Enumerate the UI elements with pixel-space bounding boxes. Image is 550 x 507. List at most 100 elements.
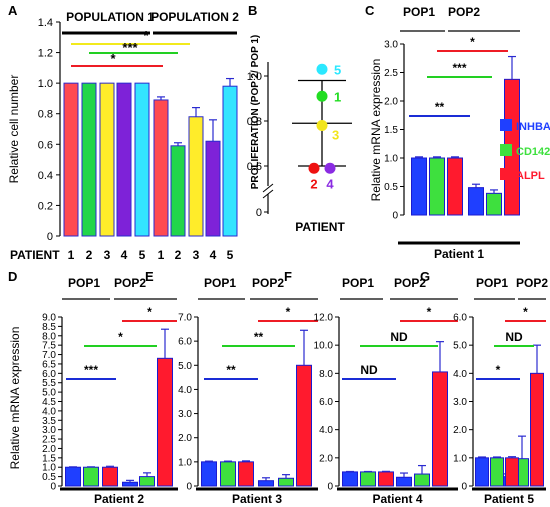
panel-g-group-label-1: POP1 bbox=[476, 276, 508, 290]
panel-a-group-label-1: POPULATION 1 bbox=[66, 10, 154, 24]
panel-a-bar-g2-p4 bbox=[205, 140, 221, 237]
panel-b-point-3 bbox=[316, 120, 328, 131]
panel-a-x-tick-label: 2 bbox=[175, 248, 182, 262]
panel-f-bar-alpl-pop2 bbox=[432, 371, 448, 487]
panel-g-bar-cd142-pop1 bbox=[490, 457, 504, 487]
panel-a-x-tick-label: 2 bbox=[86, 248, 93, 262]
panel-d-y-tick-label: 5.5 bbox=[42, 378, 56, 389]
panel-e-significance-label: * bbox=[286, 305, 291, 319]
panel-d-significance-label: * bbox=[147, 305, 152, 319]
panel-letter-b: B bbox=[248, 3, 257, 18]
panel-g-y-tick-label: 1.0 bbox=[453, 453, 467, 464]
panel-e-y-tick-label: 5.0 bbox=[178, 361, 192, 372]
panel-d-y-tick-label: 5.0 bbox=[42, 388, 56, 399]
panel-g-bar-inhba-pop1 bbox=[475, 457, 489, 487]
panel-f-y-tick-label: 6.0 bbox=[319, 397, 333, 408]
panel-f-y-tick-label: 8.0 bbox=[319, 369, 333, 380]
panel-c-significance-label: *** bbox=[452, 61, 466, 75]
panel-e-bar-cd142-pop1 bbox=[220, 461, 236, 487]
panel-c-y-axis-label: Relative mRNA expression bbox=[369, 59, 383, 202]
panel-g-y-tick-label: 5.0 bbox=[453, 341, 467, 352]
panel-b-point-5 bbox=[316, 63, 328, 75]
panel-d-bar-alpl-pop1 bbox=[102, 466, 118, 487]
panel-f-bar-cd142-pop2 bbox=[414, 473, 430, 487]
panel-letter-d: D bbox=[8, 269, 17, 284]
panel-letter-c: C bbox=[365, 3, 375, 18]
panel-a-bar-g1-p1 bbox=[63, 82, 79, 237]
panel-a-x-tick-label: 1 bbox=[68, 248, 75, 262]
panel-f-group-label-2: POP2 bbox=[394, 276, 426, 290]
panel-c-significance-label: * bbox=[470, 35, 475, 49]
panel-e-group-label-2: POP2 bbox=[252, 276, 284, 290]
legend-label-inhba: INHBA bbox=[516, 121, 550, 133]
panel-f-y-tick-label: 4.0 bbox=[319, 425, 333, 436]
panel-c-y-tick-label: 2.5 bbox=[384, 68, 398, 79]
panel-b-y-tick-label: 0.6 bbox=[247, 161, 262, 173]
panel-a-y-tick-label: 1.0 bbox=[38, 78, 53, 90]
panel-c-y-tick-label: 2.0 bbox=[384, 97, 398, 108]
panel-d-y-tick-label: 2.0 bbox=[42, 444, 56, 455]
panel-a-bar-g2-p2 bbox=[170, 145, 186, 237]
panel-g-title: Patient 5 bbox=[484, 492, 534, 506]
panel-b-x-axis-label: PATIENT bbox=[295, 220, 345, 234]
panel-g-significance-label: * bbox=[496, 363, 501, 377]
panel-e-y-tick-label: 2.0 bbox=[178, 433, 192, 444]
panel-e-bar-alpl-pop2 bbox=[296, 364, 312, 487]
legend-swatch-alpl bbox=[500, 168, 512, 180]
panel-c-bar-alpl-pop1 bbox=[447, 157, 463, 216]
panel-f-significance-label: ND bbox=[360, 363, 378, 377]
panel-d-y-tick-label: 9.0 bbox=[42, 313, 56, 324]
panel-d-y-tick-label: 4.5 bbox=[42, 397, 56, 408]
panel-b-point-label-5: 5 bbox=[334, 62, 341, 77]
panel-e-bar-inhba-pop1 bbox=[201, 461, 217, 487]
panel-a-x-prefix: PATIENT bbox=[10, 248, 60, 262]
panel-letter-a: A bbox=[8, 3, 18, 18]
legend-swatch-inhba bbox=[500, 119, 512, 131]
panel-e-y-tick-label: 7.0 bbox=[178, 313, 192, 324]
panel-c-y-tick-label: 0.5 bbox=[384, 182, 398, 193]
panel-d-y-tick-label: 6.5 bbox=[42, 359, 56, 370]
panel-f-y-tick-label: 10.0 bbox=[314, 341, 334, 352]
panel-c-bar-inhba-pop2 bbox=[468, 187, 484, 216]
panel-e-y-tick-label: 1.0 bbox=[178, 457, 192, 468]
panel-g-bar-alpl-pop1 bbox=[505, 457, 519, 487]
panel-g-y-tick-label: 2.0 bbox=[453, 425, 467, 436]
panel-a-bar-g2-p5 bbox=[222, 85, 238, 237]
panel-g-y-tick-label: 0 bbox=[461, 482, 467, 493]
legend-swatch-cd142 bbox=[500, 144, 512, 156]
panel-a-group-label-2: POPULATION 2 bbox=[151, 10, 239, 24]
panel-a-significance-label: * bbox=[110, 51, 116, 66]
panel-e-bar-cd142-pop2 bbox=[278, 477, 294, 487]
panel-f-y-tick-label: 12.0 bbox=[314, 313, 334, 324]
panel-d-y-tick-label: 0.5 bbox=[42, 472, 56, 483]
panel-a-y-axis-label: Relative cell number bbox=[7, 75, 21, 184]
panel-d-significance-label: * bbox=[118, 330, 123, 344]
panel-d-bar-cd142-pop1 bbox=[83, 466, 99, 487]
panel-a-x-tick-label: 5 bbox=[227, 248, 234, 262]
panel-g-y-tick-label: 4.0 bbox=[453, 369, 467, 380]
panel-c-group-label-2: POP2 bbox=[448, 5, 480, 19]
panel-d-y-tick-label: 1.0 bbox=[42, 463, 56, 474]
panel-g-bar-alpl-pop2 bbox=[530, 372, 544, 487]
panel-d-y-tick-label: 7.5 bbox=[42, 341, 56, 352]
panel-a-bar-g1-p3 bbox=[99, 82, 115, 237]
panel-d-y-tick-label: 0 bbox=[50, 482, 56, 493]
panel-e-bar-inhba-pop2 bbox=[258, 480, 274, 487]
panel-a-x-tick-label: 3 bbox=[104, 248, 111, 262]
panel-d-y-tick-label: 2.5 bbox=[42, 435, 56, 446]
panel-a-x-tick-label: 4 bbox=[210, 248, 217, 262]
panel-e-bar-alpl-pop1 bbox=[238, 461, 254, 487]
panel-f-group-label-1: POP1 bbox=[342, 276, 374, 290]
panel-a-significance-label: *** bbox=[122, 40, 138, 55]
panel-a-bar-g1-p5 bbox=[134, 82, 150, 237]
panel-d-y-tick-label: 6.0 bbox=[42, 369, 56, 380]
panel-d-y-tick-label: 3.5 bbox=[42, 416, 56, 427]
panel-b-y-axis-label: PROLIFERATION (POP 2/ POP 1) bbox=[250, 35, 261, 189]
panel-g-significance-label: * bbox=[523, 305, 528, 319]
panel-c-significance-label: ** bbox=[435, 100, 445, 114]
panel-d-y-axis-label: Relative mRNA expression bbox=[8, 327, 22, 470]
panel-a-bar-g1-p2 bbox=[81, 82, 97, 237]
panel-f-y-tick-label: 0 bbox=[327, 482, 333, 493]
panel-b-point-label-4: 4 bbox=[326, 176, 334, 191]
